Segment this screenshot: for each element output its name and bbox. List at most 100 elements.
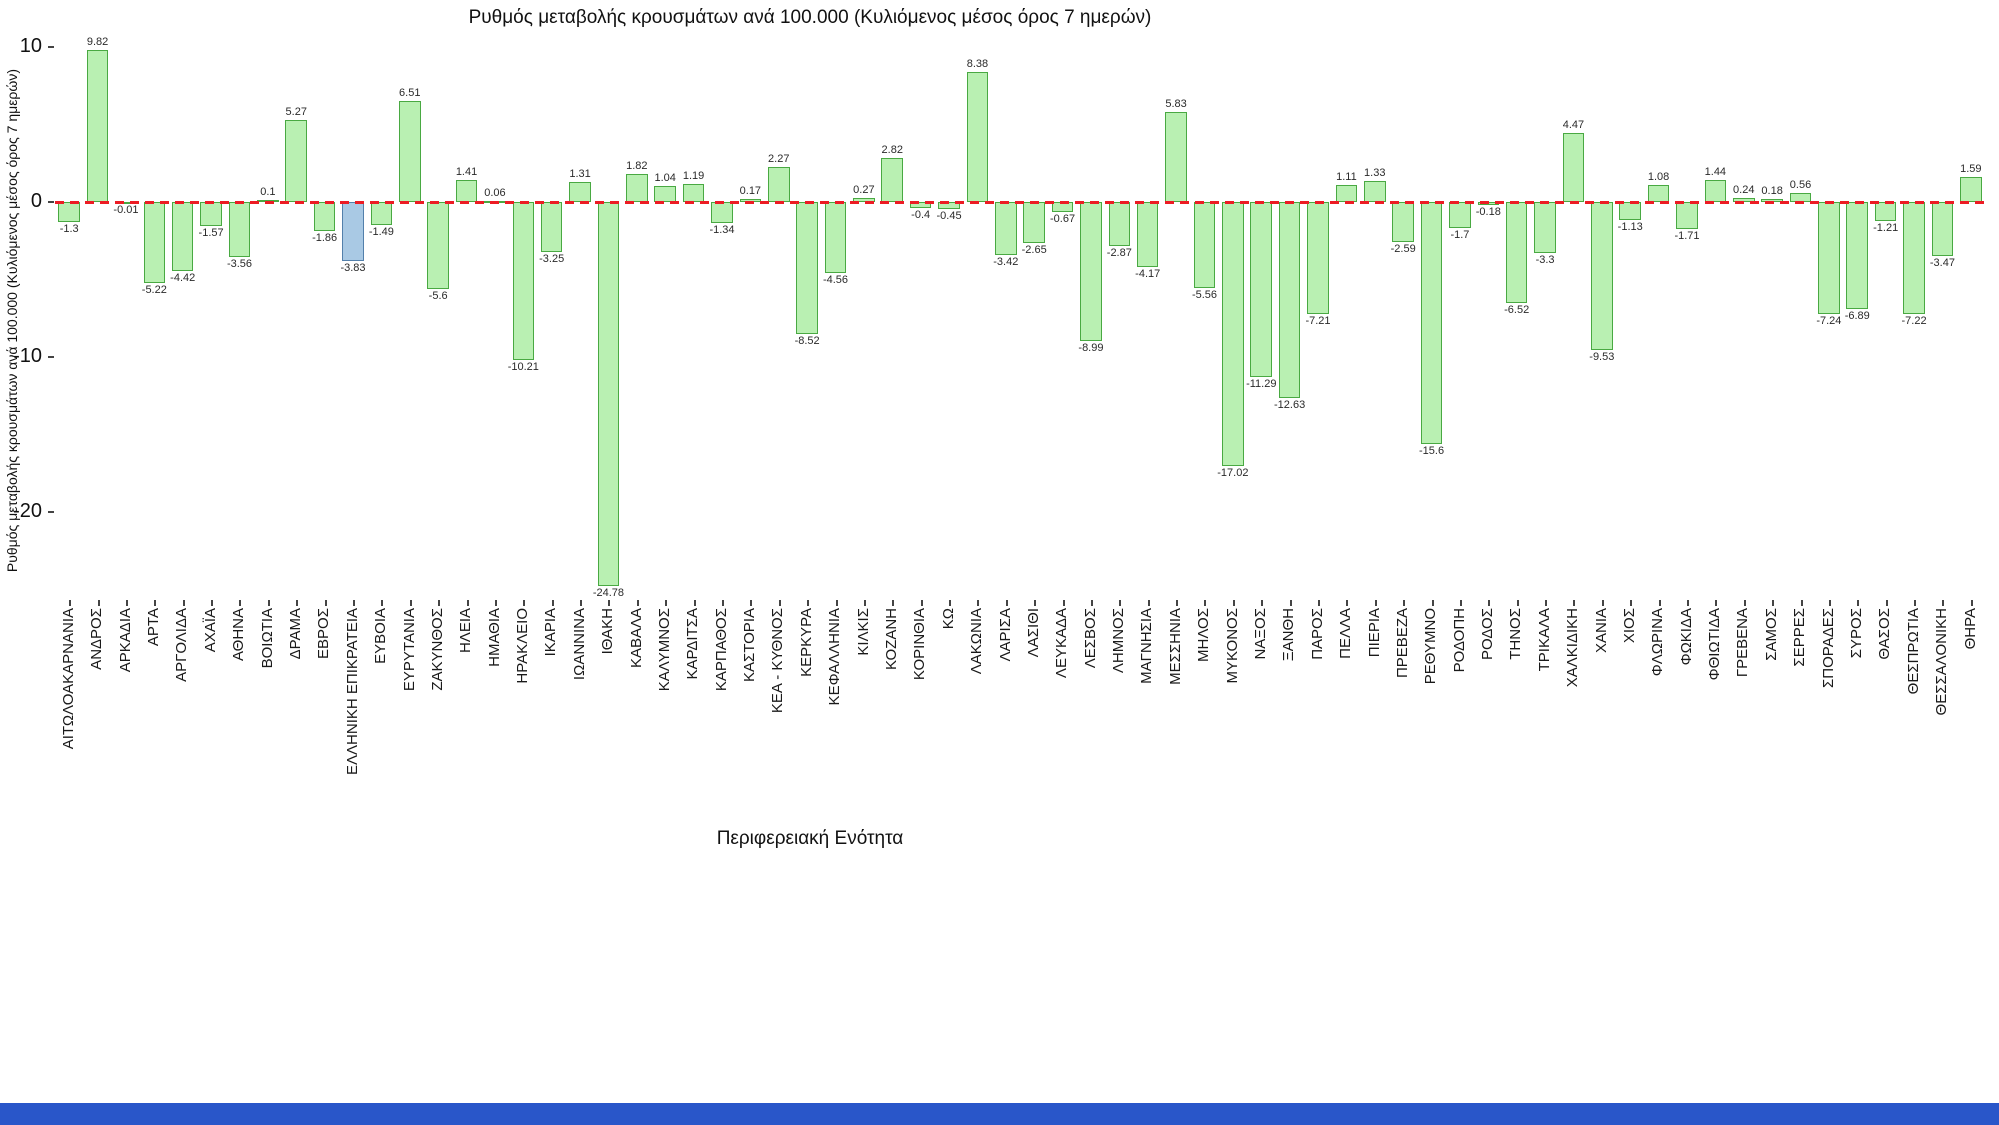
x-tick-cell: ΚΕΡΚΥΡΑ — [793, 600, 821, 853]
bar[interactable] — [398, 101, 421, 202]
x-tick-cell: ΧΑΝΙΑ — [1588, 600, 1616, 853]
x-tick-label: ΡΕΘΥΜΝΟ — [1422, 608, 1440, 685]
bar-value-label: -3.56 — [226, 258, 253, 271]
bar-value-label: -0.67 — [1050, 213, 1076, 226]
bar[interactable] — [966, 72, 989, 202]
bar-value-label: 5.83 — [1165, 97, 1187, 110]
bar[interactable] — [1222, 202, 1244, 466]
x-tick-cell: ΑΡΤΑ — [140, 600, 168, 853]
x-tick-mark — [409, 600, 412, 606]
bar-value-label: -17.02 — [1217, 466, 1249, 479]
x-tick-cell: ΜΥΚΟΝΟΣ — [1219, 600, 1247, 853]
x-tick-cell: ΚΩ — [935, 600, 963, 853]
x-tick-label: ΧΙΟΣ — [1620, 608, 1638, 644]
bar[interactable] — [654, 185, 676, 202]
x-tick-label: ΕΥΡΥΤΑΝΙΑ — [400, 608, 418, 692]
bar[interactable] — [86, 49, 109, 202]
bar[interactable] — [1392, 202, 1414, 243]
x-tick-mark — [1743, 600, 1746, 606]
bar-value-label: -6.89 — [1844, 309, 1870, 322]
bar[interactable] — [540, 202, 563, 253]
x-tick-label: ΑΡΚΑΔΙΑ — [116, 608, 134, 673]
bar[interactable] — [370, 202, 393, 226]
x-tick-cell: ΔΡΑΜΑ — [282, 600, 310, 853]
bar-value-label: -1.21 — [1873, 221, 1899, 234]
x-tick-cell: ΦΩΚΙΔΑ — [1673, 600, 1701, 853]
bar[interactable] — [1250, 202, 1273, 377]
bar-value-label: -1.86 — [312, 231, 338, 244]
bar-value-label: 5.27 — [285, 106, 307, 119]
x-tick-mark — [665, 600, 668, 606]
bar[interactable] — [1818, 202, 1840, 315]
x-tick-cell: ΑΘΗΝΑ — [225, 600, 253, 853]
x-tick-label: ΛΗΜΝΟΣ — [1110, 608, 1128, 674]
x-tick-label: ΜΑΓΝΗΣΙΑ — [1138, 608, 1156, 684]
bar-value-label: -5.6 — [428, 289, 448, 302]
bar[interactable] — [1931, 202, 1954, 256]
x-tick-cell: ΗΡΑΚΛΕΙΟ — [509, 600, 537, 853]
bar-value-label: -8.99 — [1078, 342, 1104, 355]
x-tick-mark — [1318, 600, 1320, 606]
x-tick-cell: ΜΗΛΟΣ — [1190, 600, 1218, 853]
bar[interactable] — [313, 202, 336, 231]
bar[interactable] — [1307, 202, 1329, 314]
x-tick-mark — [1034, 600, 1037, 606]
bar-value-label: -1.3 — [59, 223, 79, 236]
x-tick-mark — [1828, 600, 1831, 606]
bar[interactable] — [200, 202, 222, 227]
bar[interactable] — [597, 202, 620, 587]
bar[interactable] — [1647, 185, 1670, 202]
x-tick-cell: ΙΩΑΝΝΙΝΑ — [566, 600, 594, 853]
bar[interactable] — [1363, 181, 1386, 202]
x-tick-label: ΤΡΙΚΑΛΑ — [1535, 608, 1553, 672]
bar[interactable] — [682, 183, 705, 202]
x-tick-mark — [636, 600, 639, 606]
x-tick-cell: ΧΑΛΚΙΔΙΚΗ — [1559, 600, 1587, 853]
x-tick-cell: ΡΟΔΟΣ — [1474, 600, 1502, 853]
x-tick-label: ΤΗΝΟΣ — [1507, 608, 1525, 660]
bar[interactable] — [1619, 202, 1641, 220]
bar[interactable] — [1534, 202, 1556, 254]
bar[interactable] — [427, 202, 449, 289]
x-tick-label: ΚΑΣΤΟΡΙΑ — [741, 608, 759, 683]
x-tick-cell: ΤΡΙΚΑΛΑ — [1531, 600, 1559, 853]
x-tick-mark — [494, 600, 497, 606]
bar[interactable] — [1108, 202, 1131, 247]
bar[interactable] — [58, 202, 80, 223]
x-tick-cell: ΠΡΕΒΕΖΑ — [1389, 600, 1417, 853]
x-tick-mark — [97, 600, 100, 606]
bar[interactable] — [824, 202, 847, 273]
bar[interactable] — [1335, 184, 1358, 202]
x-tick-mark — [1062, 600, 1065, 606]
bar[interactable] — [512, 202, 535, 361]
bar[interactable] — [1846, 202, 1869, 309]
bar[interactable] — [1960, 177, 1982, 202]
bar[interactable] — [1193, 202, 1216, 289]
bar[interactable] — [711, 202, 733, 223]
bar[interactable] — [1874, 202, 1897, 221]
x-tick-mark — [296, 600, 299, 606]
x-tick-mark — [1885, 600, 1888, 606]
bar-value-label: 1.08 — [1647, 171, 1670, 184]
x-tick-label: ΧΑΝΙΑ — [1592, 608, 1610, 654]
x-tick-mark — [949, 600, 952, 606]
x-tick-mark — [1772, 600, 1775, 606]
bar[interactable] — [569, 181, 591, 202]
bar[interactable] — [796, 202, 818, 335]
bar[interactable] — [1165, 111, 1187, 202]
x-tick-cell: ΛΑΡΙΣΑ — [992, 600, 1020, 853]
bar-value-label: -3.83 — [340, 262, 366, 275]
x-tick-mark — [154, 600, 157, 606]
x-tick-mark — [1403, 600, 1406, 606]
x-tick-label: ΖΑΚΥΝΘΟΣ — [428, 608, 446, 691]
bar[interactable] — [1278, 202, 1301, 398]
x-tick-cell: ΙΘΑΚΗ — [594, 600, 622, 853]
bar[interactable] — [1562, 132, 1585, 202]
x-tick-label: ΑΡΓΟΛΙΔΑ — [173, 608, 191, 682]
bar-value-label: 0.56 — [1789, 179, 1812, 192]
x-tick-label: ΣΕΡΡΕΣ — [1791, 608, 1809, 667]
bar[interactable] — [1676, 202, 1698, 229]
bar-value-label: 9.82 — [86, 35, 109, 48]
x-tick-label: ΔΡΑΜΑ — [286, 608, 304, 660]
x-tick-cell: ΞΑΝΘΗ — [1275, 600, 1303, 853]
